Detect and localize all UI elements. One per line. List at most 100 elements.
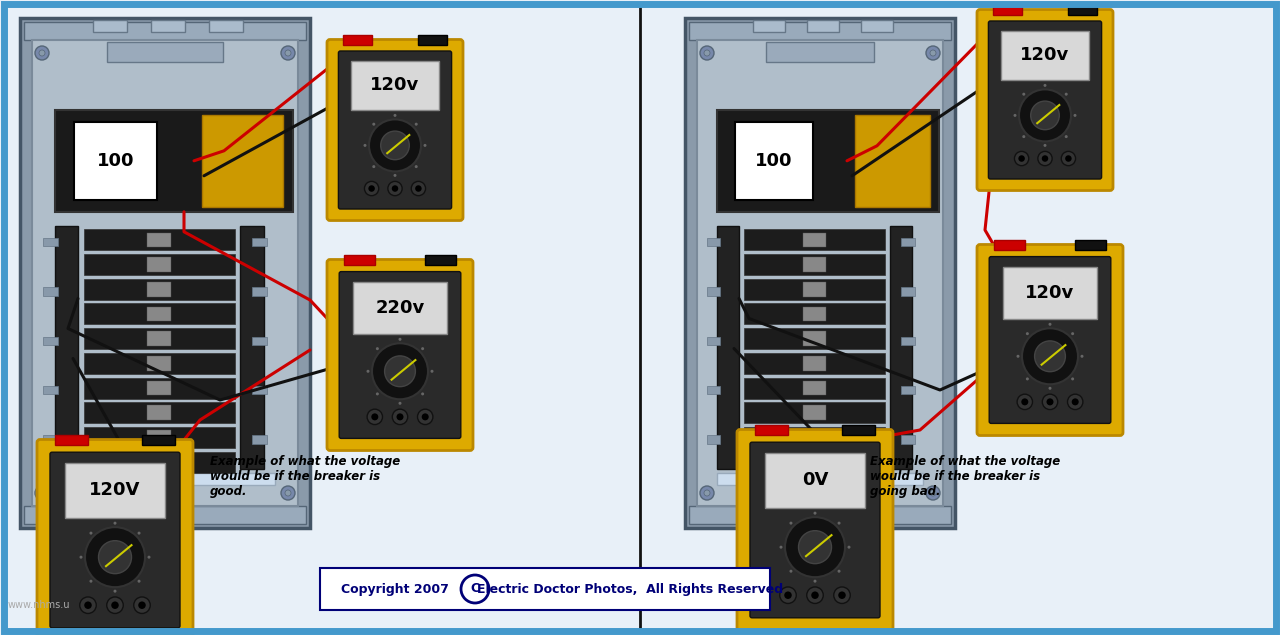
Bar xyxy=(32,40,298,506)
Circle shape xyxy=(84,527,145,587)
Circle shape xyxy=(397,413,403,420)
Bar xyxy=(804,381,826,396)
Circle shape xyxy=(90,531,92,535)
Circle shape xyxy=(84,601,92,609)
Bar xyxy=(351,61,439,110)
Bar xyxy=(745,353,884,374)
Bar xyxy=(147,282,172,297)
Text: Example of what the voltage
would be if the breaker is
going bad.: Example of what the voltage would be if … xyxy=(870,455,1060,498)
Bar xyxy=(55,227,78,469)
Circle shape xyxy=(388,182,402,196)
Text: Copyright 2007: Copyright 2007 xyxy=(340,582,449,596)
Bar xyxy=(1004,267,1097,319)
Circle shape xyxy=(1065,135,1068,138)
Bar xyxy=(735,122,813,200)
Circle shape xyxy=(1047,398,1053,405)
Bar xyxy=(901,237,914,246)
Circle shape xyxy=(367,409,383,425)
Circle shape xyxy=(392,185,398,192)
Bar xyxy=(252,237,266,246)
Circle shape xyxy=(461,575,489,603)
Circle shape xyxy=(137,531,141,535)
Bar xyxy=(44,436,58,444)
Text: www.nhms.u: www.nhms.u xyxy=(8,600,70,610)
Circle shape xyxy=(1048,387,1051,390)
Bar xyxy=(804,282,826,297)
Circle shape xyxy=(99,540,132,573)
Text: 120v: 120v xyxy=(1020,46,1070,64)
Bar xyxy=(419,34,447,44)
Text: Example of what the voltage
would be if the breaker is
good.: Example of what the voltage would be if … xyxy=(210,455,401,498)
Bar xyxy=(689,506,951,524)
Bar xyxy=(353,282,447,334)
Text: 100: 100 xyxy=(755,152,792,170)
Bar xyxy=(147,232,172,247)
Circle shape xyxy=(1061,151,1075,166)
Circle shape xyxy=(1065,156,1071,162)
Circle shape xyxy=(430,370,434,373)
Circle shape xyxy=(925,486,940,500)
Circle shape xyxy=(35,486,49,500)
Bar xyxy=(804,331,826,346)
Bar xyxy=(209,20,243,32)
Circle shape xyxy=(138,601,146,609)
Bar xyxy=(745,451,884,472)
Bar xyxy=(44,237,58,246)
Bar xyxy=(425,255,456,265)
Bar xyxy=(74,122,157,200)
Bar xyxy=(147,381,172,396)
Bar xyxy=(83,427,234,448)
Bar xyxy=(707,386,721,394)
Bar xyxy=(689,22,951,40)
FancyBboxPatch shape xyxy=(977,244,1123,436)
Bar xyxy=(202,115,283,207)
Circle shape xyxy=(369,185,375,192)
FancyBboxPatch shape xyxy=(988,21,1102,179)
Bar xyxy=(901,386,914,394)
Circle shape xyxy=(147,556,151,559)
Circle shape xyxy=(1043,84,1047,87)
Circle shape xyxy=(79,597,96,613)
Bar xyxy=(344,255,375,265)
Bar xyxy=(764,453,865,508)
Circle shape xyxy=(424,144,426,147)
Circle shape xyxy=(1043,144,1047,147)
Circle shape xyxy=(393,174,397,177)
Circle shape xyxy=(376,347,379,350)
Bar xyxy=(83,328,234,349)
Circle shape xyxy=(282,486,294,500)
Circle shape xyxy=(1018,394,1033,410)
Circle shape xyxy=(35,46,49,60)
Text: Electric Doctor Photos,  All Rights Reserved: Electric Doctor Photos, All Rights Reser… xyxy=(477,582,783,596)
Circle shape xyxy=(1016,355,1019,358)
Circle shape xyxy=(1030,101,1060,130)
Bar xyxy=(147,455,172,469)
Circle shape xyxy=(1021,328,1078,384)
Circle shape xyxy=(1071,332,1074,335)
Bar xyxy=(252,337,266,345)
Circle shape xyxy=(1014,114,1016,117)
Circle shape xyxy=(392,409,408,425)
Bar xyxy=(707,287,721,295)
Circle shape xyxy=(704,490,710,496)
Circle shape xyxy=(1023,135,1025,138)
Circle shape xyxy=(114,590,116,592)
Bar xyxy=(765,42,874,62)
Text: 220v: 220v xyxy=(375,299,425,317)
Bar xyxy=(252,287,266,295)
Circle shape xyxy=(372,123,375,126)
Circle shape xyxy=(814,512,817,514)
Bar xyxy=(806,20,838,32)
Circle shape xyxy=(838,591,846,599)
Circle shape xyxy=(704,50,710,56)
Circle shape xyxy=(1025,377,1029,380)
Circle shape xyxy=(398,338,402,341)
Circle shape xyxy=(1038,151,1052,166)
Circle shape xyxy=(1042,394,1057,410)
Circle shape xyxy=(814,580,817,583)
Bar xyxy=(83,403,234,424)
Bar xyxy=(147,307,172,321)
Bar xyxy=(685,18,955,528)
Bar xyxy=(83,353,234,374)
Circle shape xyxy=(1048,323,1051,326)
